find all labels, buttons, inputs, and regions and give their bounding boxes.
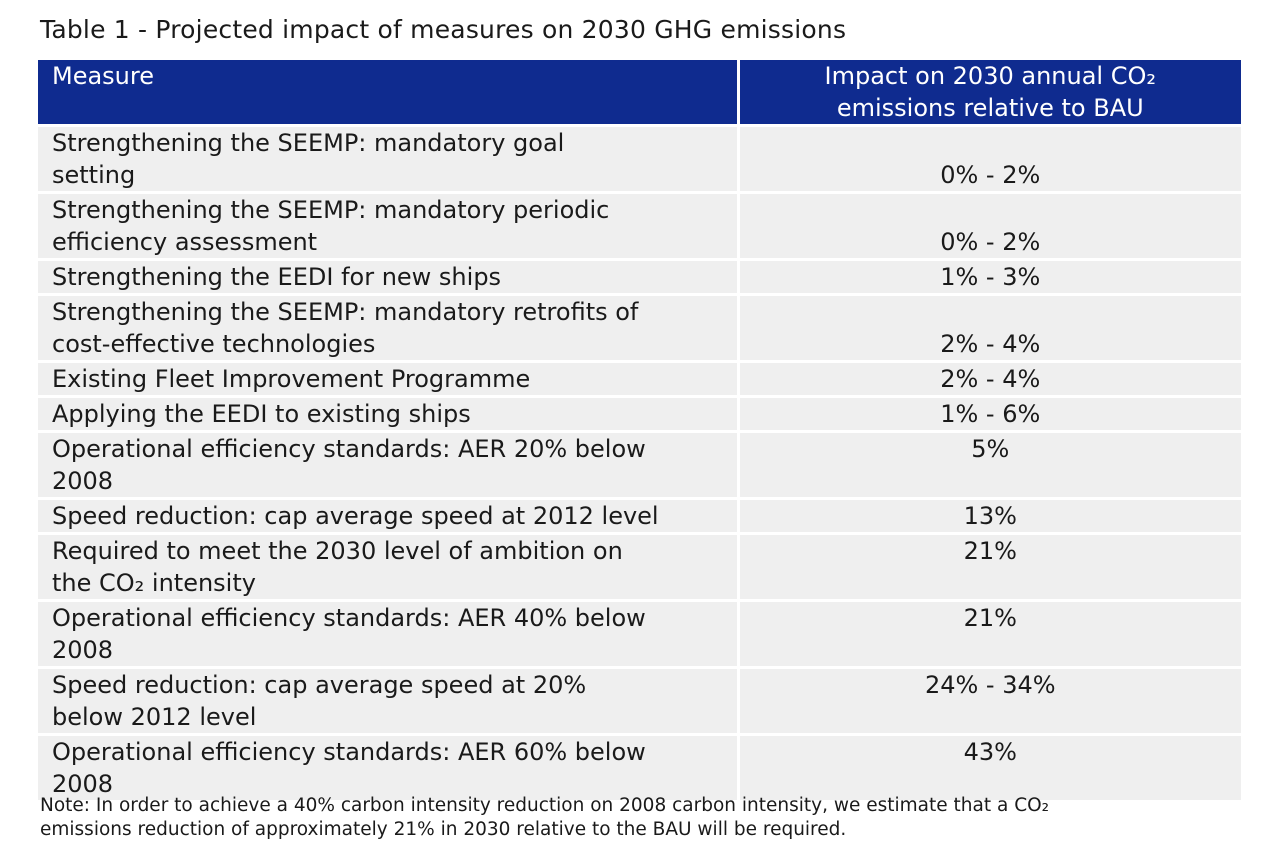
measure-cell: Strengthening the SEEMP: mandatory goal s… — [38, 124, 740, 193]
table-row: Strengthening the SEEMP: mandatory perio… — [38, 191, 1241, 260]
measure-cell: Existing Fleet Improvement Programme — [38, 360, 740, 397]
note-line-1: Note: In order to achieve a 40% carbon i… — [40, 795, 1050, 816]
measure-text: Speed reduction: cap average speed at 20… — [52, 502, 659, 530]
measure-text: the CO₂ intensity — [52, 569, 256, 597]
impact-cell: 5% — [738, 430, 1241, 499]
table-row: Required to meet the 2030 level of ambit… — [38, 532, 1241, 601]
measure-text: Operational efficiency standards: AER 60… — [52, 738, 646, 766]
measure-cell: Speed reduction: cap average speed at 20… — [38, 666, 740, 735]
table-body: Strengthening the SEEMP: mandatory goal s… — [38, 124, 1241, 800]
impact-cell: 2% - 4% — [738, 293, 1241, 362]
measure-text: Operational efficiency standards: AER 20… — [52, 435, 646, 463]
table-row: Operational efficiency standards: AER 20… — [38, 430, 1241, 499]
header-impact-line2: emissions relative to BAU — [836, 94, 1144, 122]
measure-text: Required to meet the 2030 level of ambit… — [52, 537, 623, 565]
measure-cell: Strengthening the EEDI for new ships — [38, 258, 740, 295]
table-row: Operational efficiency standards: AER 60… — [38, 733, 1241, 800]
measure-cell: Operational efficiency standards: AER 40… — [38, 599, 740, 668]
measure-text: setting — [52, 161, 136, 189]
impact-cell: 21% — [738, 532, 1241, 601]
impact-cell: 1% - 3% — [738, 258, 1241, 295]
measure-cell: Required to meet the 2030 level of ambit… — [38, 532, 740, 601]
measure-cell: Strengthening the SEEMP: mandatory perio… — [38, 191, 740, 260]
table-header: Measure Impact on 2030 annual CO₂ emissi… — [38, 60, 1241, 126]
measure-text: 2008 — [52, 467, 114, 495]
note-line-2: emissions reduction of approximately 21%… — [40, 819, 847, 840]
measure-text: efficiency assessment — [52, 228, 318, 256]
measure-text: below 2012 level — [52, 703, 257, 731]
measure-text: Strengthening the SEEMP: mandatory goal — [52, 129, 565, 157]
impact-cell: 0% - 2% — [738, 124, 1241, 193]
measure-text: Operational efficiency standards: AER 40… — [52, 604, 646, 632]
table-note: Note: In order to achieve a 40% carbon i… — [40, 794, 1260, 842]
table-row: Existing Fleet Improvement Programme 2% -… — [38, 360, 1241, 397]
impact-cell: 21% — [738, 599, 1241, 668]
table-row: Strengthening the SEEMP: mandatory retro… — [38, 293, 1241, 362]
table-caption: Table 1 - Projected impact of measures o… — [40, 15, 847, 44]
impact-cell: 13% — [738, 497, 1241, 534]
impact-cell: 1% - 6% — [738, 395, 1241, 432]
measure-text: Strengthening the SEEMP: mandatory perio… — [52, 196, 610, 224]
table-row: Applying the EEDI to existing ships 1% - … — [38, 395, 1241, 432]
table-row: Operational efficiency standards: AER 40… — [38, 599, 1241, 668]
measure-text: Speed reduction: cap average speed at 20… — [52, 671, 587, 699]
table-row: Speed reduction: cap average speed at 20… — [38, 497, 1241, 534]
measure-cell: Speed reduction: cap average speed at 20… — [38, 497, 740, 534]
measure-text: Existing Fleet Improvement Programme — [52, 365, 531, 393]
header-measure: Measure — [38, 60, 740, 126]
measure-text: cost-effective technologies — [52, 330, 376, 358]
measure-text: 2008 — [52, 770, 114, 798]
impact-cell: 43% — [738, 733, 1241, 800]
table-row: Speed reduction: cap average speed at 20… — [38, 666, 1241, 735]
impact-cell: 2% - 4% — [738, 360, 1241, 397]
impact-cell: 0% - 2% — [738, 191, 1241, 260]
measure-cell: Operational efficiency standards: AER 20… — [38, 430, 740, 499]
impact-table: Measure Impact on 2030 annual CO₂ emissi… — [38, 60, 1241, 800]
measure-text: Applying the EEDI to existing ships — [52, 400, 471, 428]
measure-text: 2008 — [52, 636, 114, 664]
table-row: Strengthening the EEDI for new ships 1% -… — [38, 258, 1241, 295]
measure-cell: Applying the EEDI to existing ships — [38, 395, 740, 432]
measure-cell: Strengthening the SEEMP: mandatory retro… — [38, 293, 740, 362]
measure-text: Strengthening the SEEMP: mandatory retro… — [52, 298, 639, 326]
measure-cell: Operational efficiency standards: AER 60… — [38, 733, 740, 800]
header-impact: Impact on 2030 annual CO₂ emissions rela… — [738, 60, 1241, 126]
table-row: Strengthening the SEEMP: mandatory goal s… — [38, 124, 1241, 193]
header-impact-line1: Impact on 2030 annual CO₂ — [824, 62, 1156, 90]
impact-cell: 24% - 34% — [738, 666, 1241, 735]
measure-text: Strengthening the EEDI for new ships — [52, 263, 502, 291]
